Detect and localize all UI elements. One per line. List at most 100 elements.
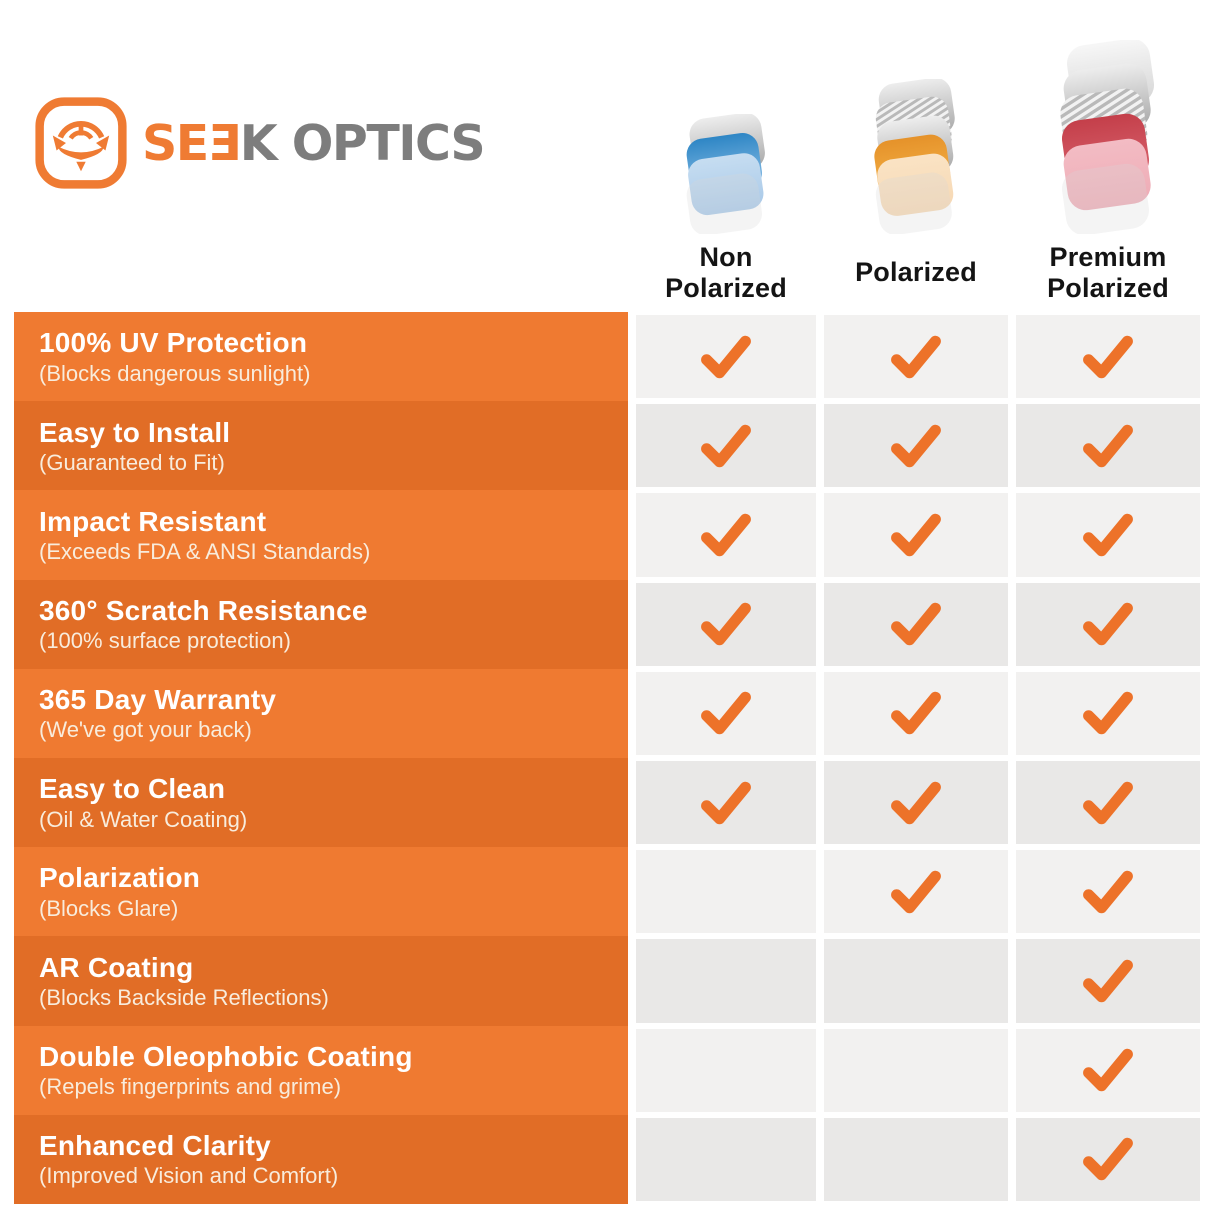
checkmark-icon bbox=[891, 870, 941, 913]
feature-cell bbox=[824, 401, 1008, 490]
feature-title: Enhanced Clarity bbox=[39, 1130, 271, 1162]
feature-cell bbox=[636, 847, 816, 936]
feature-cell bbox=[1016, 312, 1200, 401]
column-header-polarized: Polarized bbox=[824, 79, 1008, 306]
feature-cell bbox=[1016, 669, 1200, 758]
feature-cell-background bbox=[824, 760, 1008, 845]
column-header-non-polarized: Non Polarized bbox=[636, 113, 816, 306]
feature-cell-background bbox=[636, 1117, 816, 1201]
feature-cell bbox=[824, 312, 1008, 401]
feature-title: Easy to Install bbox=[39, 416, 231, 448]
checkmark-icon bbox=[1083, 335, 1133, 378]
feature-cell-background bbox=[824, 404, 1008, 488]
feature-cell-background bbox=[1016, 493, 1200, 577]
feature-cell-background bbox=[824, 582, 1008, 666]
column-header-premium-polarized: Premium Polarized bbox=[1016, 40, 1200, 306]
feature-cell bbox=[1016, 401, 1200, 490]
lane-premium-polarized bbox=[1016, 312, 1200, 1204]
lane-non-polarized bbox=[636, 312, 816, 1204]
feature-row: Impact Resistant (Exceeds FDA & ANSI Sta… bbox=[14, 490, 628, 580]
feature-cell-background bbox=[1016, 1117, 1200, 1201]
brand-wordmark-orange: SEƎ bbox=[142, 114, 241, 172]
checkmark-icon bbox=[891, 692, 941, 735]
header: SEƎK OPTICS Non Polarized bbox=[0, 0, 1214, 312]
checkmark-icon bbox=[1083, 602, 1133, 646]
feature-title: 360° Scratch Resistance bbox=[39, 594, 368, 626]
feature-cell-background bbox=[824, 939, 1008, 1023]
checkmark-icon bbox=[1083, 870, 1133, 913]
feature-row: 365 Day Warranty (We've got your back) bbox=[14, 668, 628, 758]
checkmark-icon bbox=[701, 781, 751, 824]
feature-cell-background bbox=[1016, 404, 1200, 488]
non-polarized-lens-icon bbox=[686, 113, 765, 234]
feature-cell-background bbox=[1016, 582, 1200, 666]
checkmark-icon bbox=[701, 424, 751, 468]
feature-subtitle: (Exceeds FDA & ANSI Standards) bbox=[39, 539, 371, 565]
feature-row: AR Coating (Blocks Backside Reflections) bbox=[14, 936, 628, 1026]
feature-cell bbox=[824, 490, 1008, 579]
feature-cell-background bbox=[824, 315, 1008, 399]
feature-cell bbox=[636, 490, 816, 579]
feature-subtitle: (100% surface protection) bbox=[39, 628, 291, 654]
feature-cell bbox=[636, 1026, 816, 1115]
premium-polarized-lens-icon bbox=[1060, 40, 1155, 234]
feature-cell-background bbox=[636, 582, 816, 666]
column-headers: Non Polarized bbox=[636, 4, 1200, 306]
feature-subtitle: (Guaranteed to Fit) bbox=[39, 449, 225, 475]
feature-cell bbox=[636, 936, 816, 1025]
feature-subtitle: (Blocks Backside Reflections) bbox=[39, 985, 329, 1011]
feature-cell bbox=[824, 1115, 1008, 1204]
feature-cell bbox=[824, 669, 1008, 758]
feature-subtitle: (Improved Vision and Comfort) bbox=[39, 1163, 339, 1189]
checkmark-icon bbox=[1083, 1048, 1133, 1092]
feature-cell-background bbox=[824, 850, 1008, 934]
checkmark-icon bbox=[1083, 1138, 1133, 1181]
feature-cell-background bbox=[1016, 671, 1200, 755]
feature-row: 360° Scratch Resistance (100% surface pr… bbox=[14, 579, 628, 669]
feature-cell bbox=[1016, 490, 1200, 579]
checkmark-icon bbox=[1083, 513, 1133, 557]
feature-cell bbox=[636, 312, 816, 401]
feature-row: Easy to Install (Guaranteed to Fit) bbox=[14, 401, 628, 491]
checkmark-icon bbox=[701, 335, 751, 378]
feature-cell bbox=[1016, 1026, 1200, 1115]
checkmark-icon bbox=[891, 781, 941, 824]
brand-wordmark: SEƎK OPTICS bbox=[142, 114, 486, 172]
checkmark-icon bbox=[1083, 424, 1133, 468]
feature-cell bbox=[824, 758, 1008, 847]
feature-title: 365 Day Warranty bbox=[39, 684, 277, 716]
feature-title: Impact Resistant bbox=[39, 505, 267, 537]
feature-row: Double Oleophobic Coating (Repels finger… bbox=[14, 1025, 628, 1115]
feature-cell-background bbox=[824, 493, 1008, 577]
feature-cell-background bbox=[1016, 315, 1200, 399]
feature-cell-background bbox=[636, 404, 816, 488]
feature-cell bbox=[636, 580, 816, 669]
feature-cell bbox=[824, 580, 1008, 669]
feature-subtitle: (Oil & Water Coating) bbox=[39, 806, 248, 832]
column-label: Premium Polarized bbox=[1047, 241, 1169, 303]
feature-cell bbox=[824, 936, 1008, 1025]
feature-column: 100% UV Protection (Blocks dangerous sun… bbox=[14, 312, 628, 1204]
feature-cell-background bbox=[636, 760, 816, 845]
feature-cell-background bbox=[1016, 1028, 1200, 1112]
feature-cell-background bbox=[824, 1117, 1008, 1201]
column-label: Non Polarized bbox=[665, 241, 787, 303]
feature-row: Polarization (Blocks Glare) bbox=[14, 847, 628, 937]
feature-cell bbox=[636, 669, 816, 758]
feature-cell-background bbox=[636, 939, 816, 1023]
feature-cell-background bbox=[824, 671, 1008, 755]
feature-cell bbox=[636, 1115, 816, 1204]
feature-cell-background bbox=[636, 315, 816, 399]
feature-cell bbox=[636, 401, 816, 490]
feature-cell-background bbox=[1016, 939, 1200, 1023]
checkmark-icon bbox=[701, 692, 751, 735]
checkmark-icon bbox=[1083, 959, 1133, 1003]
feature-cell-background bbox=[636, 671, 816, 755]
feature-cell bbox=[1016, 758, 1200, 847]
feature-cell-background bbox=[636, 1028, 816, 1112]
checkmark-icon bbox=[891, 424, 941, 468]
feature-row: Easy to Clean (Oil & Water Coating) bbox=[14, 757, 628, 848]
polarized-lens-icon bbox=[874, 79, 955, 234]
checkmark-icon bbox=[701, 602, 751, 646]
brand-wordmark-gray: K OPTICS bbox=[239, 114, 486, 172]
